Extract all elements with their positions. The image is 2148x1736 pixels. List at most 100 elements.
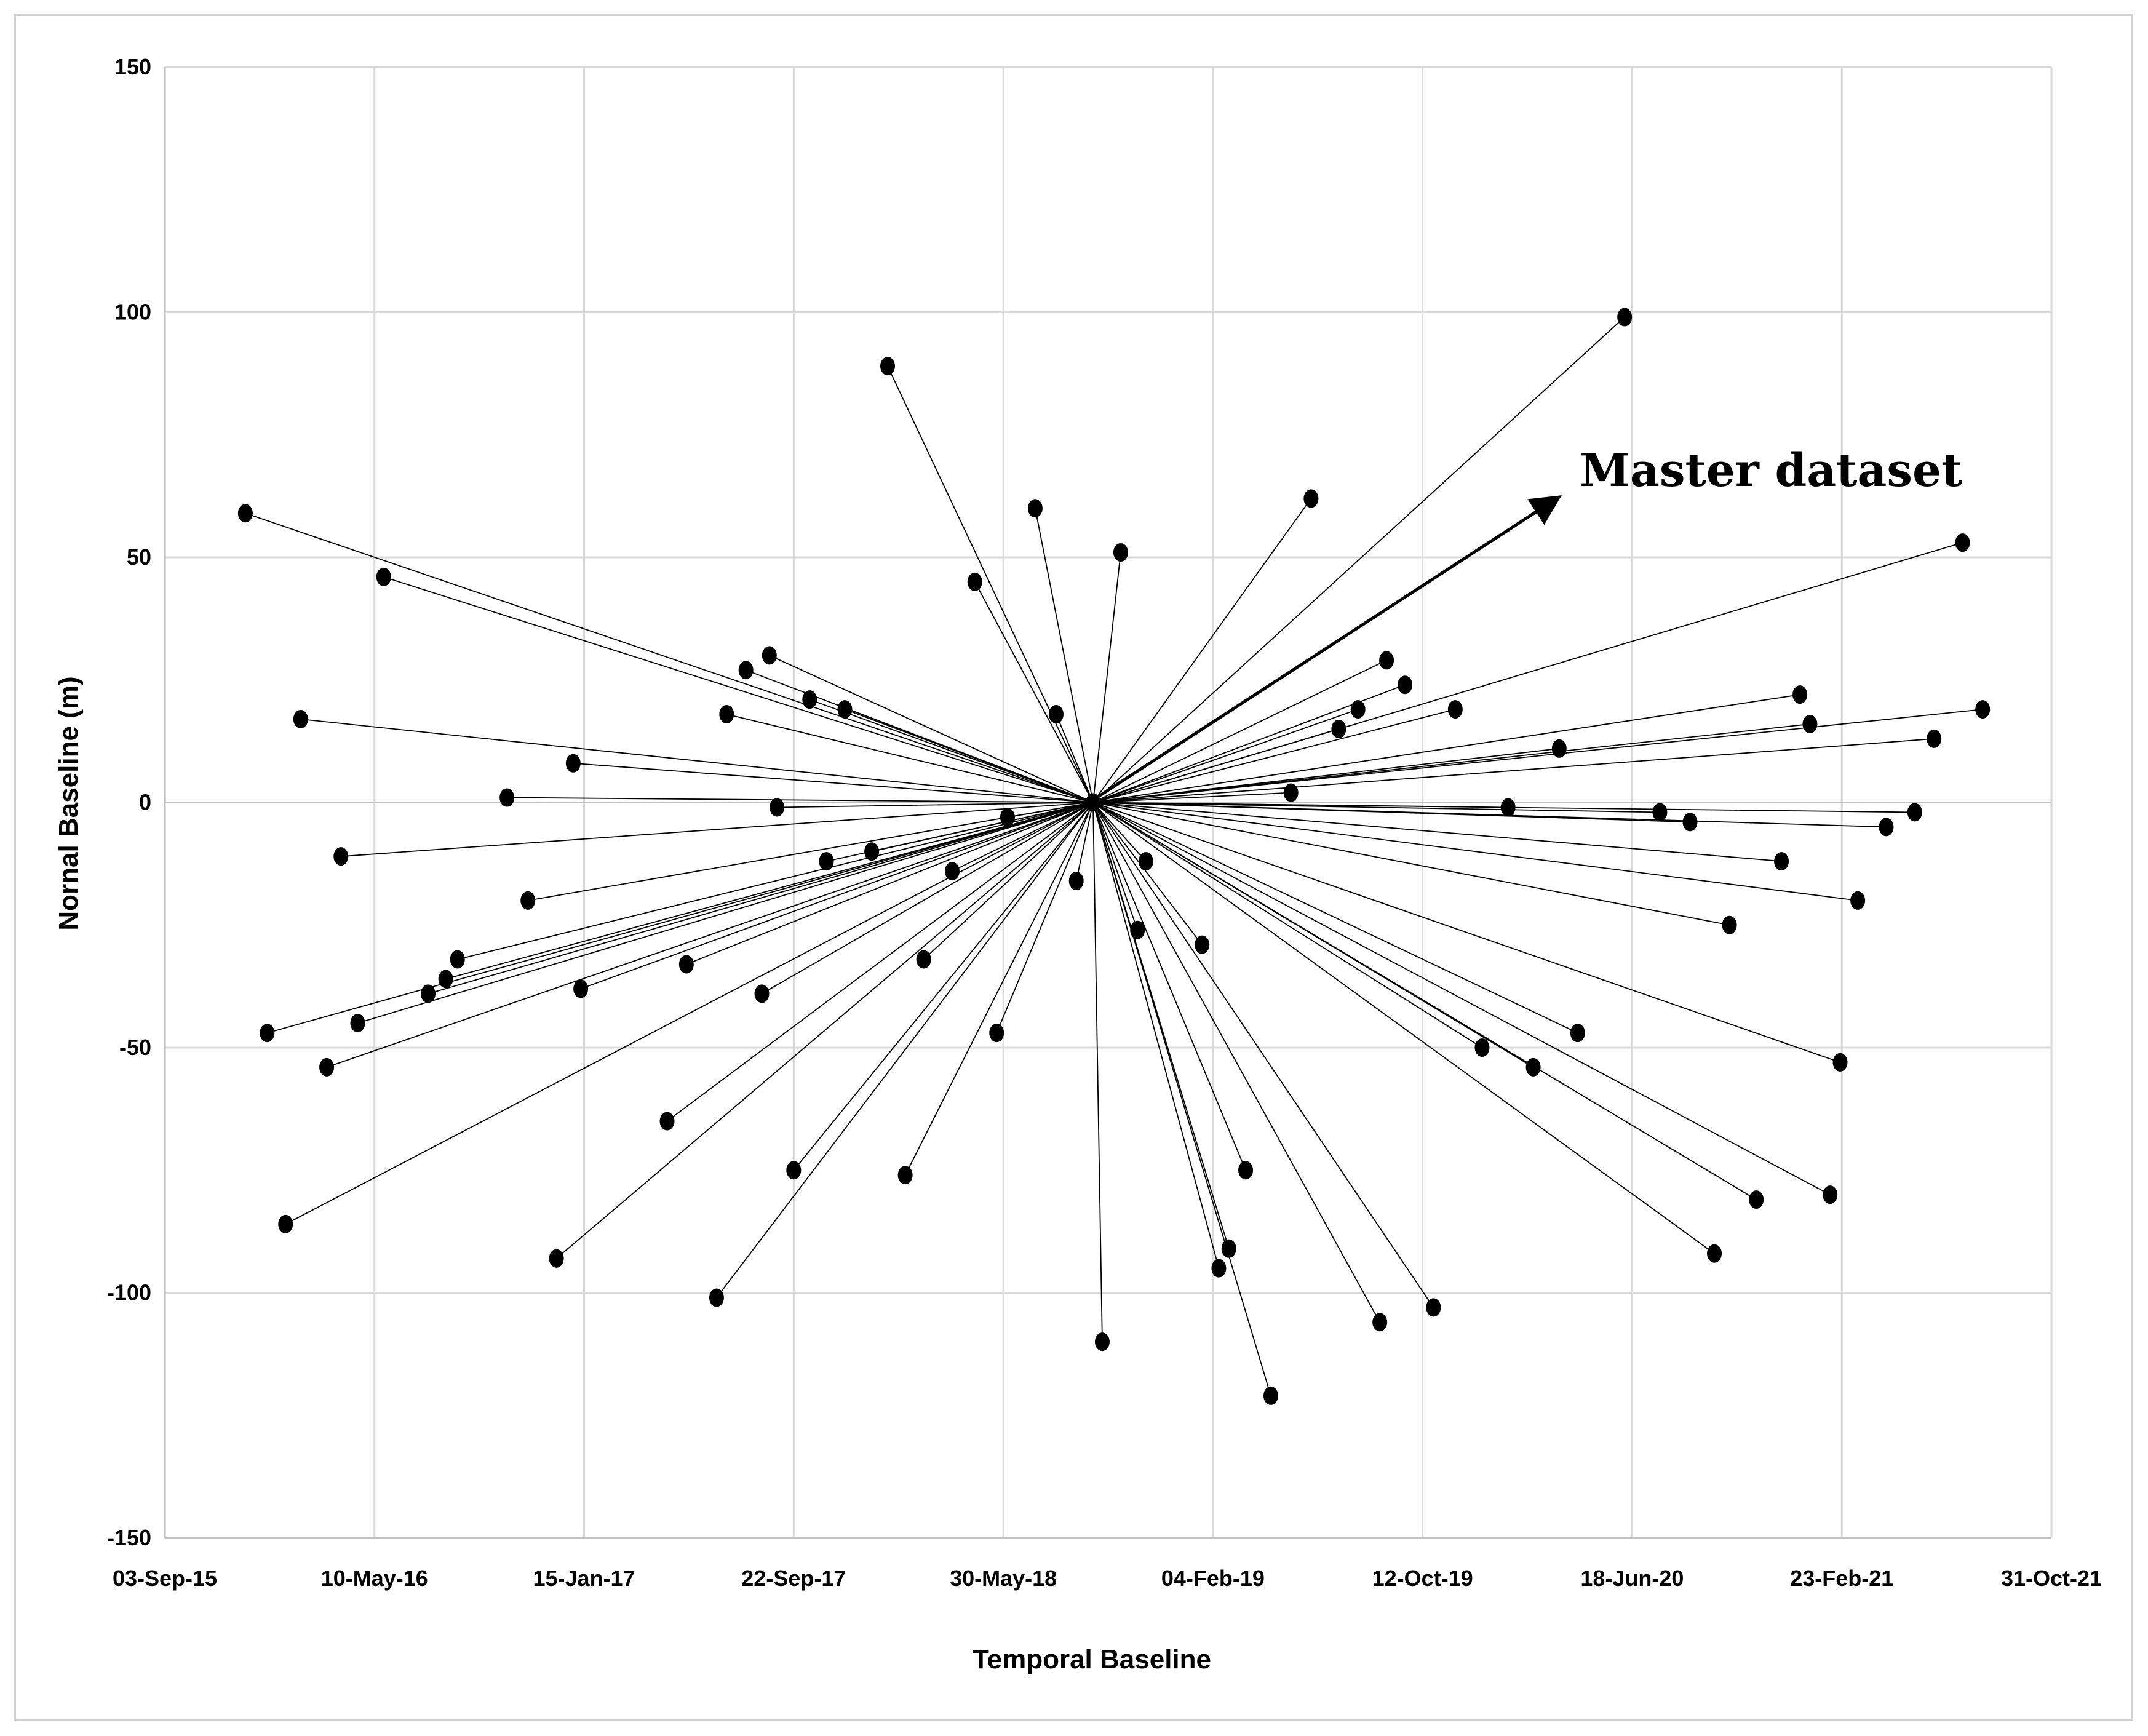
acquisition-point	[260, 1024, 275, 1043]
baseline-line	[996, 802, 1094, 1033]
baseline-line	[716, 802, 1094, 1299]
baseline-line	[1056, 714, 1094, 803]
acquisition-point	[837, 700, 853, 719]
baseline-line	[1092, 802, 1782, 862]
baseline-line	[777, 802, 1093, 808]
y-tick-label: 0	[139, 790, 151, 815]
baseline-line	[762, 802, 1094, 995]
y-tick-label: -100	[107, 1280, 151, 1305]
baseline-line	[726, 714, 1094, 803]
acquisition-point	[967, 572, 982, 591]
acquisition-point	[1068, 872, 1084, 891]
x-tick-label: 12-Oct-19	[1372, 1566, 1473, 1591]
baseline-line	[1092, 552, 1121, 803]
baseline-line	[1092, 709, 1359, 803]
baseline-line	[285, 802, 1094, 1225]
baseline-line	[457, 802, 1094, 960]
acquisition-point	[770, 798, 785, 817]
baseline-line	[1092, 802, 1103, 1342]
baseline-line	[1092, 802, 1578, 1033]
baseline-line	[267, 802, 1094, 1033]
grid-lines	[165, 66, 2053, 1539]
acquisition-point	[1617, 308, 1633, 327]
acquisition-point	[1283, 783, 1299, 802]
baseline-line	[1092, 802, 1434, 1308]
baseline-line	[507, 797, 1093, 803]
acquisition-point	[549, 1249, 564, 1268]
baseline-line	[845, 709, 1094, 803]
acquisition-point	[1722, 915, 1737, 934]
baseline-line	[1092, 802, 1139, 931]
baseline-line	[666, 802, 1094, 1122]
baseline-line	[1092, 802, 1840, 1063]
baseline-line	[904, 802, 1094, 1176]
acquisition-point	[1823, 1185, 1838, 1204]
acquisition-point	[1211, 1259, 1227, 1278]
y-tick-label: -50	[119, 1035, 151, 1060]
baseline-line	[686, 802, 1094, 965]
x-tick-label: 04-Feb-19	[1161, 1566, 1265, 1591]
x-tick-label: 30-May-18	[950, 1566, 1057, 1591]
baseline-line	[952, 802, 1094, 872]
master-annotation: Master dataset	[1088, 444, 1962, 805]
baseline-line	[1092, 802, 1246, 1171]
acquisition-point	[1113, 543, 1128, 562]
acquisition-point	[278, 1214, 293, 1233]
acquisition-point	[1048, 705, 1064, 724]
acquisition-point	[376, 567, 391, 586]
acquisition-point	[709, 1288, 724, 1307]
acquisition-point	[350, 1014, 365, 1033]
baseline-line	[1092, 802, 1380, 1323]
acquisition-point	[1802, 714, 1818, 733]
acquisition-point	[421, 984, 436, 1003]
baseline-line	[887, 365, 1094, 803]
baseline-line	[1092, 792, 1291, 803]
acquisition-point	[1094, 1332, 1110, 1352]
acquisition-point	[1426, 1298, 1441, 1317]
acquisition-point	[762, 646, 777, 665]
acquisition-point	[1195, 935, 1210, 954]
y-tick-label: 100	[114, 300, 151, 325]
acquisition-point	[989, 1024, 1004, 1043]
acquisition-point	[1474, 1038, 1490, 1057]
acquisition-point	[738, 661, 754, 680]
acquisition-point	[1832, 1053, 1848, 1072]
y-axis-title: Nornal Baseline (m)	[54, 676, 84, 930]
acquisition-point	[1221, 1239, 1236, 1258]
baseline-line	[1092, 802, 1730, 926]
acquisition-point	[1570, 1024, 1585, 1043]
acquisition-point	[1303, 489, 1319, 508]
baseline-line	[1092, 802, 1715, 1254]
acquisition-point	[1682, 813, 1698, 832]
acquisition-point	[754, 984, 770, 1003]
acquisition-point	[678, 955, 694, 974]
acquisition-point	[1000, 808, 1015, 827]
acquisition-point	[499, 788, 515, 807]
acquisition-point	[438, 970, 453, 989]
acquisition-point	[880, 357, 896, 376]
acquisition-point	[1331, 719, 1346, 738]
y-tick-label: 50	[127, 544, 151, 570]
acquisition-point	[237, 504, 253, 523]
acquisition-point	[1398, 675, 1413, 695]
baseline-line	[1092, 659, 1387, 803]
baseline-line	[428, 802, 1094, 995]
acquisition-point	[1130, 920, 1145, 939]
acquisition-point	[1379, 651, 1394, 670]
acquisition-point	[1792, 685, 1808, 704]
baseline-line	[245, 512, 1094, 803]
baseline-line	[445, 802, 1094, 980]
acquisition-point	[719, 705, 734, 724]
baseline-line	[1092, 723, 1810, 803]
acquisition-point	[319, 1057, 335, 1077]
baseline-line	[1092, 802, 1271, 1396]
baseline-line	[1007, 802, 1094, 818]
acquisition-point	[1975, 700, 1991, 719]
x-tick-label: 18-Jun-20	[1580, 1566, 1684, 1591]
acquisition-point	[1749, 1190, 1764, 1209]
baseline-line	[923, 802, 1094, 960]
acquisition-point	[1707, 1244, 1722, 1263]
baseline-line	[580, 802, 1094, 990]
acquisition-point	[1879, 818, 1894, 837]
baseline-line	[769, 655, 1094, 803]
